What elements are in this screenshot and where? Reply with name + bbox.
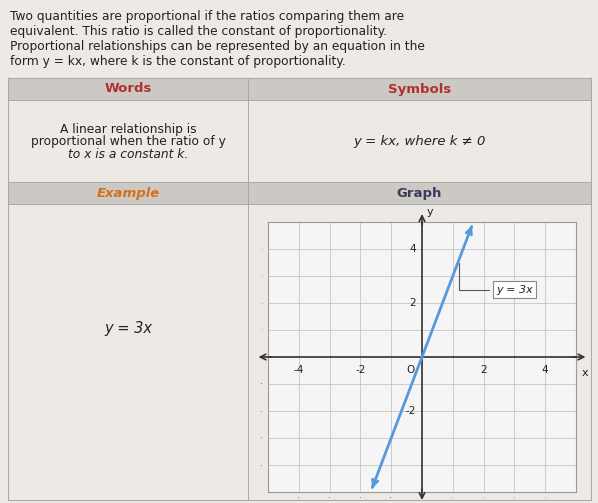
Text: Proportional relationships can be represented by an equation in the: Proportional relationships can be repres… xyxy=(10,40,425,53)
Bar xyxy=(8,78,591,100)
Text: O: O xyxy=(406,365,414,375)
Text: proportional when the ratio of y: proportional when the ratio of y xyxy=(30,135,225,148)
Bar xyxy=(8,204,591,500)
Text: -4: -4 xyxy=(294,365,304,375)
Text: -2: -2 xyxy=(355,365,365,375)
Text: Symbols: Symbols xyxy=(388,82,451,96)
Text: x: x xyxy=(582,368,589,378)
Text: equivalent. This ratio is called the constant of proportionality.: equivalent. This ratio is called the con… xyxy=(10,25,387,38)
Text: 2: 2 xyxy=(480,365,487,375)
Text: Words: Words xyxy=(104,82,152,96)
Bar xyxy=(8,182,591,204)
Text: Example: Example xyxy=(96,187,160,200)
Text: y: y xyxy=(426,207,433,217)
Text: 4: 4 xyxy=(542,365,548,375)
Text: A linear relationship is: A linear relationship is xyxy=(60,124,196,136)
Text: 4: 4 xyxy=(409,244,416,254)
Bar xyxy=(8,100,591,182)
Text: to x is a constant k.: to x is a constant k. xyxy=(68,147,188,160)
Text: y = 3x: y = 3x xyxy=(104,321,152,336)
Text: 2: 2 xyxy=(409,298,416,308)
Text: Two quantities are proportional if the ratios comparing them are: Two quantities are proportional if the r… xyxy=(10,10,404,23)
Text: -2: -2 xyxy=(405,406,416,416)
Text: Graph: Graph xyxy=(397,187,442,200)
Text: form y = kx, where k is the constant of proportionality.: form y = kx, where k is the constant of … xyxy=(10,55,346,68)
Text: y = 3x: y = 3x xyxy=(459,263,533,294)
Text: y = kx, where k ≠ 0: y = kx, where k ≠ 0 xyxy=(353,134,486,147)
